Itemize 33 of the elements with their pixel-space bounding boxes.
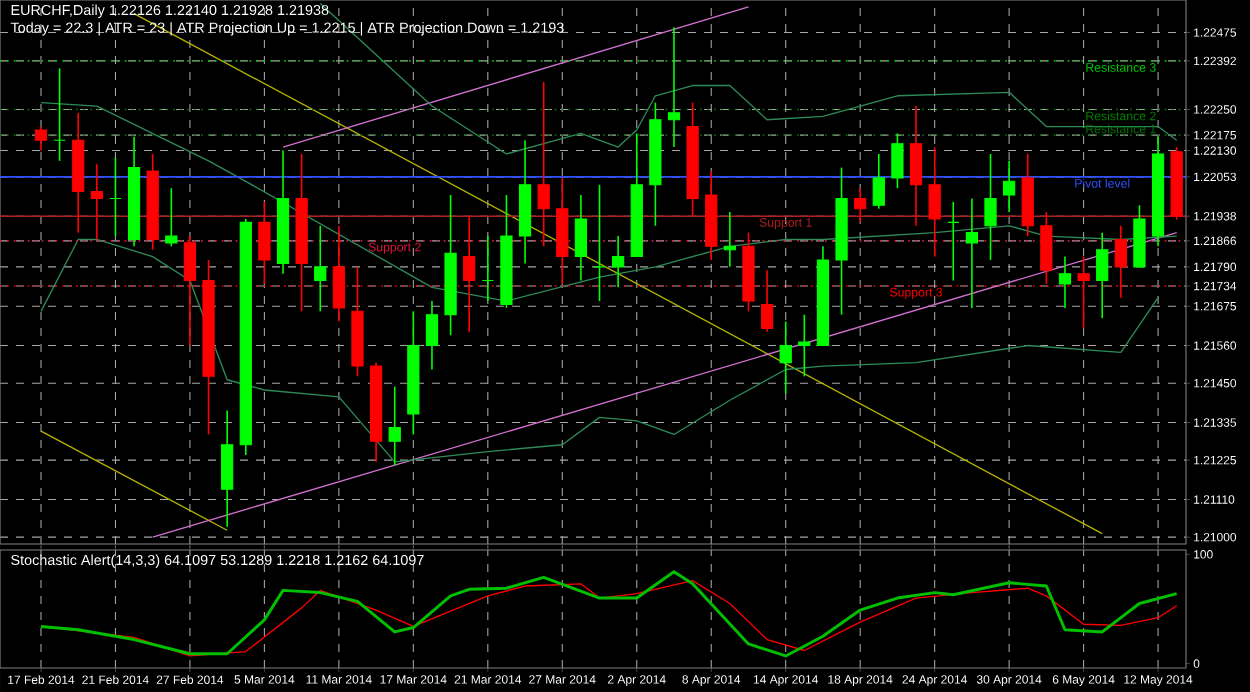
candlestick <box>1021 153 1034 237</box>
candlestick <box>221 409 234 528</box>
candlestick <box>53 67 66 162</box>
candlestick <box>947 201 960 282</box>
candlestick <box>537 81 550 248</box>
candlestick <box>965 197 979 309</box>
candlestick <box>612 235 625 289</box>
candlestick <box>984 153 997 261</box>
candlestick <box>872 153 885 210</box>
candlestick <box>891 132 904 189</box>
candlestick <box>165 187 178 248</box>
candlestick <box>909 105 923 227</box>
candlestick <box>90 163 103 241</box>
candlestick <box>798 313 811 378</box>
candlestick <box>1002 159 1016 213</box>
line-series <box>40 238 1159 463</box>
candlestick <box>109 156 122 237</box>
candlestick <box>481 235 494 302</box>
candlestick <box>779 320 792 395</box>
candlestick <box>928 146 941 258</box>
candlestick <box>314 224 327 313</box>
candlestick <box>425 300 439 371</box>
candlestick <box>1096 231 1109 319</box>
line-series <box>40 101 1178 302</box>
candlestick <box>34 125 48 152</box>
candlestick <box>854 187 867 224</box>
candlestick <box>1040 211 1053 285</box>
candlestick <box>593 183 606 302</box>
candlestick <box>574 194 588 282</box>
candlestick <box>388 385 401 467</box>
candlestick <box>1133 204 1146 268</box>
candlestick <box>667 26 681 148</box>
candlestick <box>1058 255 1072 309</box>
